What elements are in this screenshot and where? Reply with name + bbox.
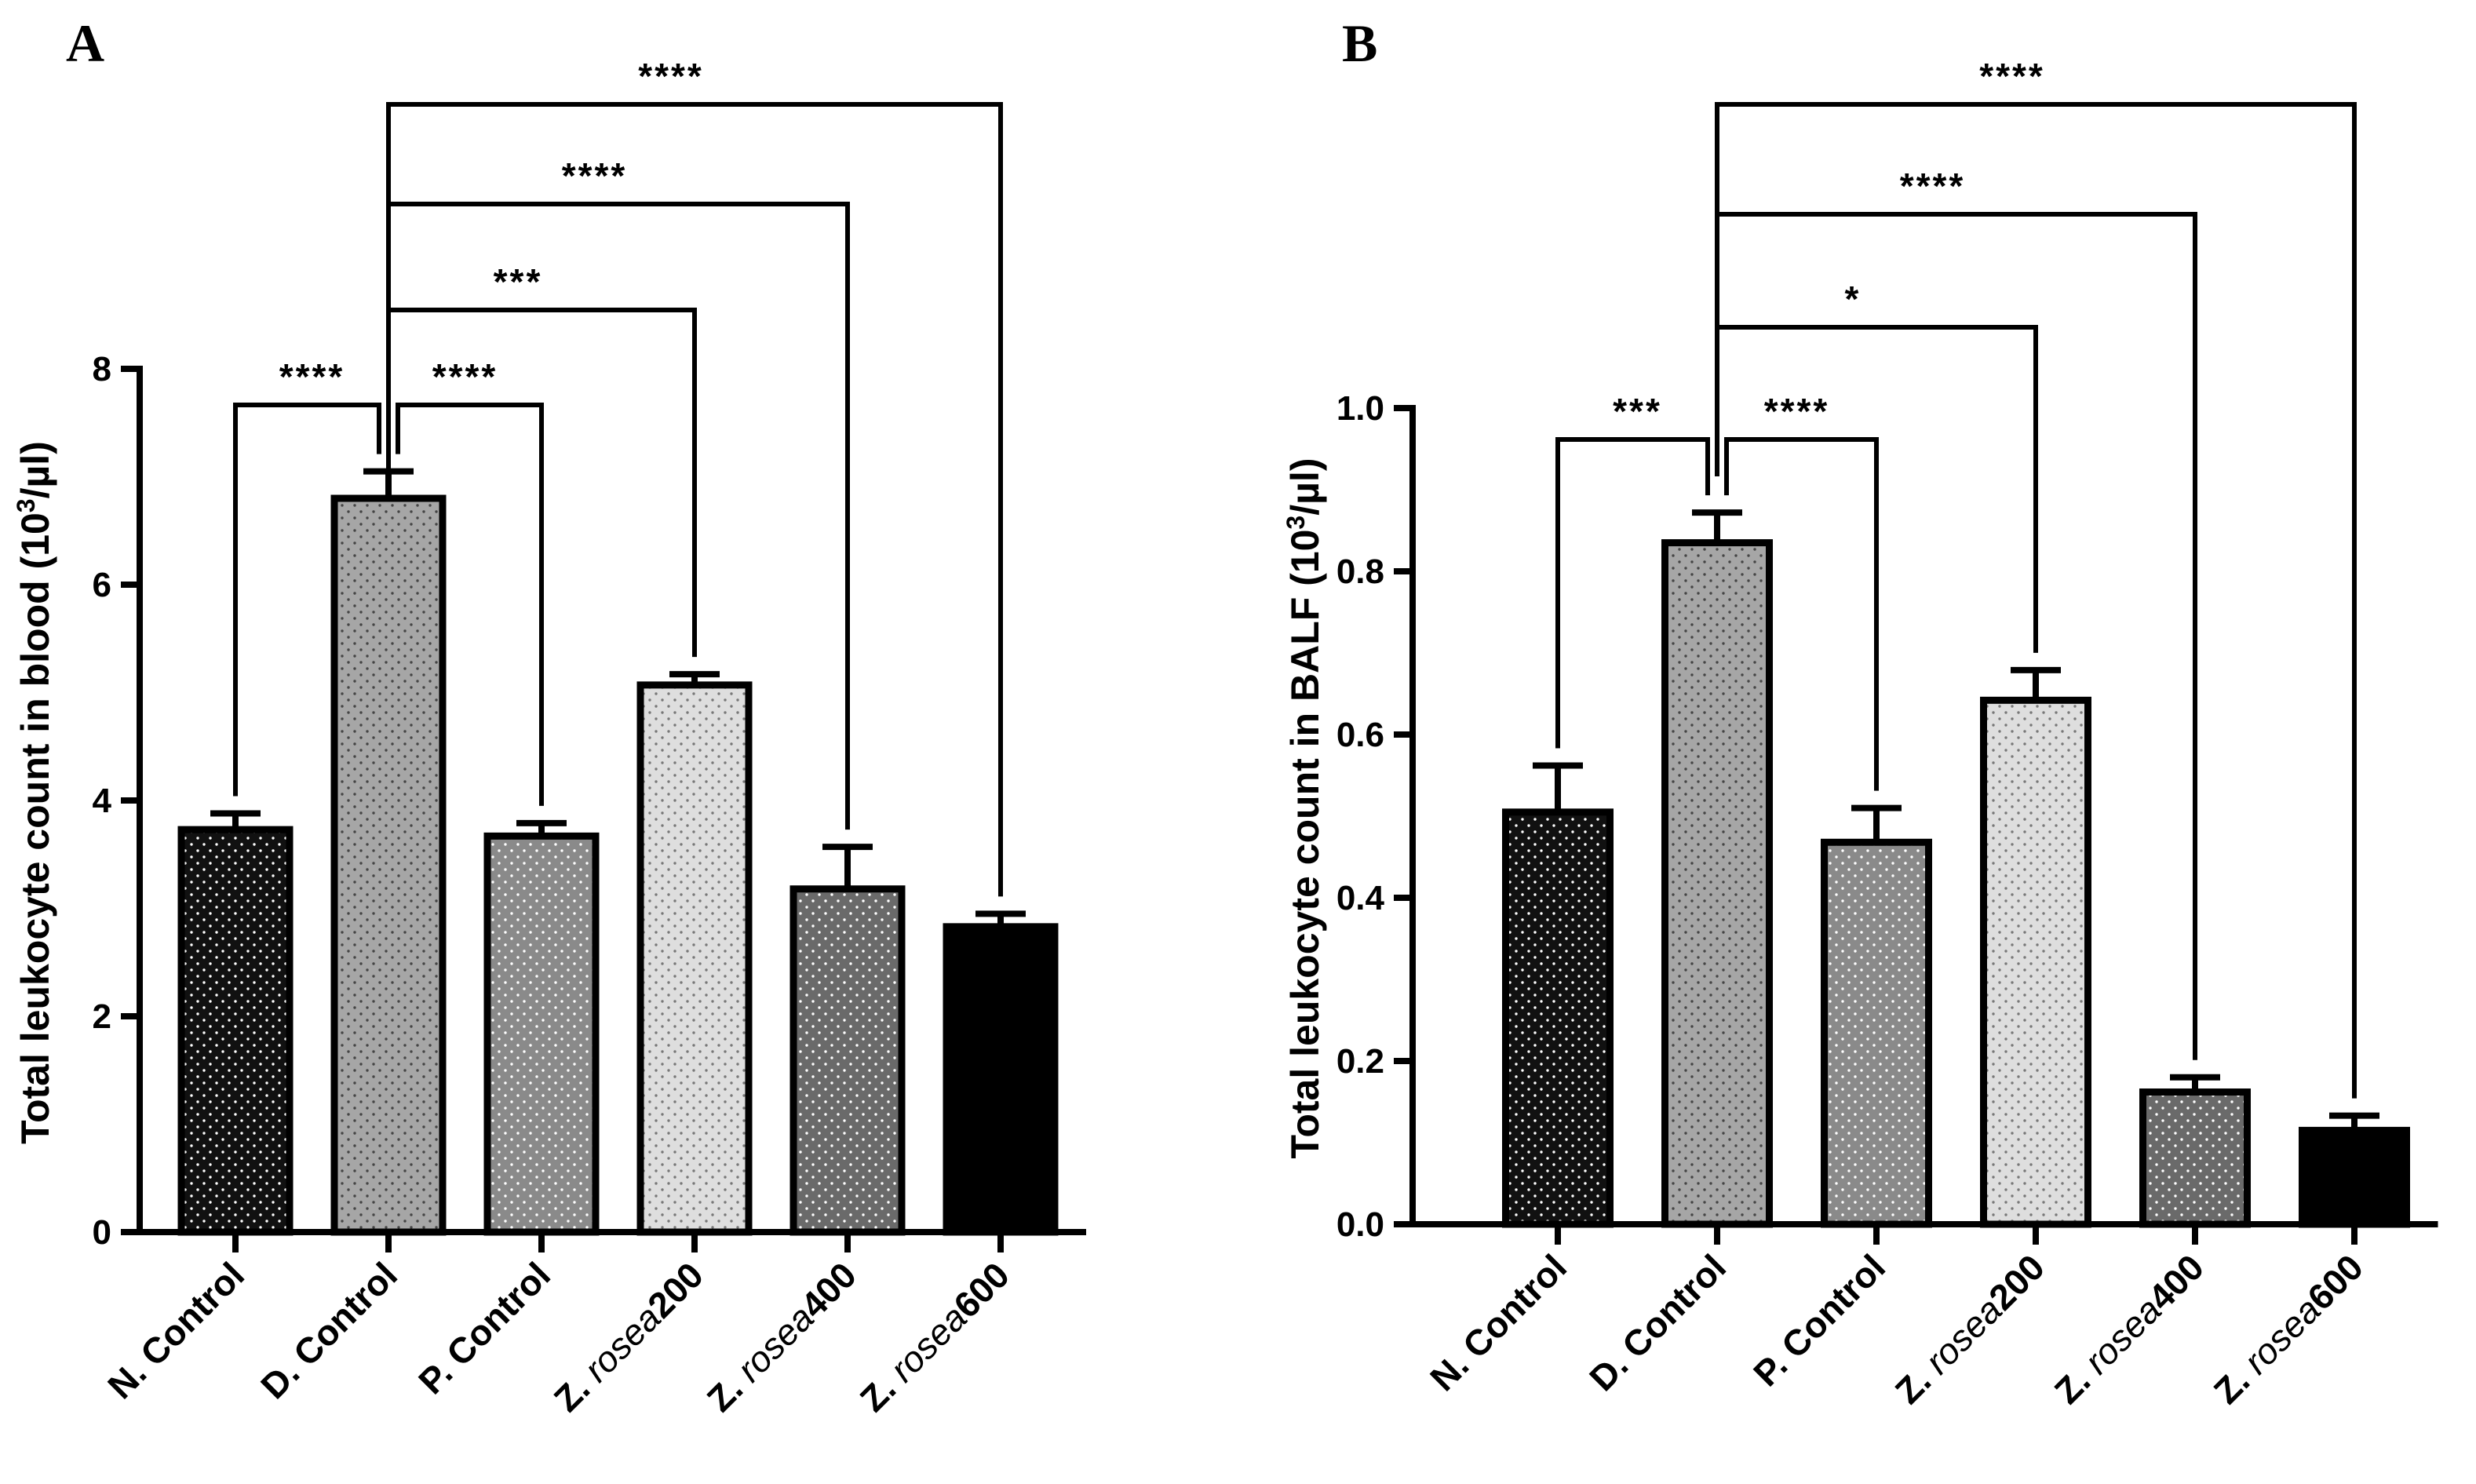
category-label-4: Z. rosea200 bbox=[546, 1254, 711, 1419]
y-tick-label-0: 0 bbox=[93, 1213, 111, 1252]
category-label-3: P. Control bbox=[1745, 1246, 1893, 1394]
significance-label-5: **** bbox=[638, 56, 704, 97]
y-tick-label-2: 4 bbox=[93, 782, 112, 820]
bar-1 bbox=[177, 826, 294, 1236]
significance-label-5: **** bbox=[1979, 56, 2045, 97]
y-tick-label-4: 8 bbox=[93, 350, 111, 388]
significance-bracket-5 bbox=[1715, 102, 2357, 1099]
y-tick-label-4: 0.8 bbox=[1336, 552, 1384, 591]
significance-label-3: * bbox=[1845, 279, 1862, 319]
significance-bracket-5 bbox=[386, 102, 1003, 897]
significance-bracket-1 bbox=[233, 403, 381, 797]
category-label-2: D. Control bbox=[253, 1254, 405, 1406]
significance-label-2: **** bbox=[1764, 391, 1830, 432]
significance-label-2: **** bbox=[432, 356, 498, 397]
category-label-2: D. Control bbox=[1581, 1246, 1734, 1398]
y-tick-label-3: 6 bbox=[93, 566, 111, 604]
significance-bracket-2 bbox=[396, 403, 544, 806]
category-label-3: P. Control bbox=[410, 1254, 558, 1402]
significance-label-1: **** bbox=[279, 356, 345, 397]
bar-3 bbox=[1821, 838, 1932, 1228]
category-label-1: N. Control bbox=[100, 1254, 252, 1406]
bar-4 bbox=[636, 681, 753, 1236]
bar-6 bbox=[943, 923, 1059, 1236]
category-label-5: Z. rosea400 bbox=[2047, 1246, 2212, 1411]
significance-label-1: *** bbox=[1613, 391, 1662, 432]
significance-bracket-1 bbox=[1555, 437, 1710, 749]
bar-5 bbox=[789, 885, 906, 1236]
significance-bracket-4 bbox=[386, 202, 850, 830]
panel-b-chart: B 0.0 0.2 0.4 0.6 0.8 1.0 N. Control D. Control… bbox=[1282, 13, 2438, 1412]
significance-label-3: *** bbox=[494, 261, 543, 302]
panel-b-letter: B bbox=[1342, 13, 1377, 73]
bar-2 bbox=[1661, 539, 1773, 1228]
y-axis-title: Total leukocyte count in blood (103/µl) bbox=[12, 441, 57, 1144]
bar-2 bbox=[330, 494, 447, 1236]
category-label-5: Z. rosea400 bbox=[699, 1254, 864, 1419]
significance-label-4: **** bbox=[1900, 166, 1966, 206]
bar-3 bbox=[483, 832, 600, 1236]
panel-a-letter: A bbox=[66, 13, 104, 73]
y-tick-label-5: 1.0 bbox=[1336, 389, 1384, 428]
category-label-6: Z. rosea600 bbox=[2206, 1246, 2371, 1411]
bar-1 bbox=[1502, 808, 1614, 1228]
y-tick-label-2: 0.4 bbox=[1336, 879, 1385, 917]
category-label-1: N. Control bbox=[1422, 1246, 1574, 1398]
category-label-6: Z. rosea600 bbox=[852, 1254, 1017, 1419]
bar-5 bbox=[2139, 1088, 2251, 1228]
y-tick-label-1: 2 bbox=[93, 997, 111, 1036]
significance-label-4: **** bbox=[562, 155, 628, 196]
significance-bracket-4 bbox=[1715, 212, 2197, 1060]
y-tick-label-1: 0.2 bbox=[1336, 1042, 1384, 1081]
significance-bracket-2 bbox=[1724, 437, 1879, 791]
y-tick-label-3: 0.6 bbox=[1336, 716, 1384, 754]
bar-4 bbox=[1980, 696, 2091, 1228]
bar-6 bbox=[2299, 1126, 2410, 1228]
category-label-4: Z. rosea200 bbox=[1887, 1246, 2052, 1411]
y-axis-title: Total leukocyte count in BALF (103/µl) bbox=[1282, 458, 1327, 1159]
y-tick-label-0: 0.0 bbox=[1336, 1205, 1384, 1244]
